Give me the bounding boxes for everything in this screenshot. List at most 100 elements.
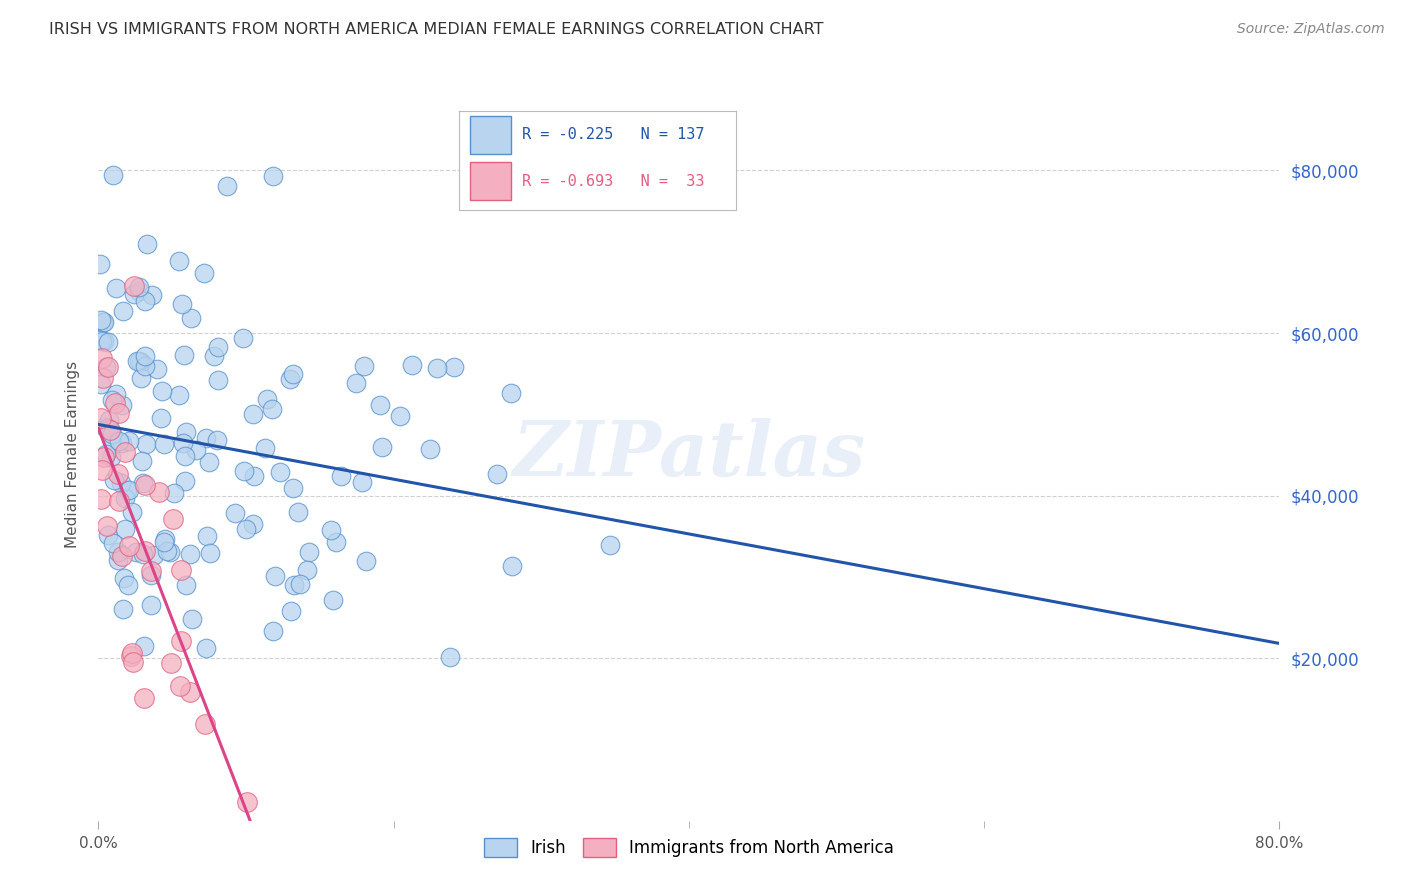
- Point: [167, 387, 190, 401]
- Point: [426, 360, 449, 375]
- Point: [93, 315, 115, 329]
- Point: [283, 578, 305, 592]
- Point: [283, 368, 305, 382]
- Point: [108, 494, 131, 508]
- Point: [139, 564, 162, 578]
- Point: [344, 376, 367, 391]
- Point: [139, 567, 162, 582]
- Point: [354, 554, 377, 568]
- Point: [105, 280, 128, 294]
- Point: [128, 280, 150, 294]
- Point: [90, 377, 112, 392]
- Point: [139, 599, 162, 613]
- Point: [269, 465, 291, 479]
- Point: [97, 335, 120, 350]
- Point: [117, 540, 139, 554]
- Point: [96, 359, 118, 374]
- Point: [195, 431, 218, 445]
- Point: [112, 571, 135, 585]
- Point: [353, 359, 375, 374]
- Point: [98, 423, 121, 437]
- Point: [131, 454, 153, 468]
- Point: [325, 535, 347, 549]
- Point: [89, 333, 111, 347]
- Point: [388, 409, 411, 423]
- Point: [96, 519, 118, 533]
- Point: [295, 564, 318, 578]
- Point: [224, 506, 246, 520]
- Point: [235, 522, 257, 536]
- Point: [103, 473, 125, 487]
- Text: IRISH VS IMMIGRANTS FROM NORTH AMERICA MEDIAN FEMALE EARNINGS CORRELATION CHART: IRISH VS IMMIGRANTS FROM NORTH AMERICA M…: [49, 22, 824, 37]
- Point: [93, 450, 115, 464]
- Point: [135, 436, 157, 450]
- Point: [263, 568, 285, 582]
- Point: [100, 450, 122, 465]
- Point: [280, 604, 302, 618]
- Point: [172, 297, 194, 311]
- Point: [198, 546, 221, 560]
- Point: [120, 648, 142, 663]
- Point: [111, 436, 134, 450]
- Point: [278, 372, 301, 386]
- Point: [131, 371, 153, 385]
- Point: [153, 535, 176, 549]
- Point: [134, 690, 156, 705]
- Point: [156, 544, 179, 558]
- Point: [103, 536, 125, 550]
- Point: [97, 528, 120, 542]
- Point: [148, 485, 170, 500]
- Point: [499, 385, 522, 400]
- Point: [108, 406, 131, 420]
- Point: [131, 476, 153, 491]
- Point: [287, 505, 309, 519]
- Point: [205, 433, 228, 447]
- Point: [125, 544, 148, 558]
- Point: [134, 359, 156, 373]
- Point: [174, 578, 197, 592]
- Point: [180, 612, 202, 626]
- Point: [242, 408, 264, 422]
- Point: [322, 593, 344, 607]
- Point: [96, 447, 118, 461]
- Point: [350, 475, 373, 490]
- Point: [485, 467, 508, 481]
- Point: [91, 315, 114, 329]
- Point: [90, 491, 112, 506]
- Point: [128, 353, 150, 368]
- Point: [105, 387, 128, 401]
- Point: [195, 641, 218, 656]
- Point: [104, 395, 127, 409]
- Point: [101, 393, 124, 408]
- Point: [207, 341, 229, 355]
- Point: [298, 544, 321, 558]
- Point: [129, 355, 152, 369]
- Point: [118, 483, 141, 497]
- Point: [115, 483, 138, 498]
- Point: [90, 351, 112, 365]
- Point: [114, 445, 136, 459]
- Point: [122, 655, 145, 669]
- Point: [90, 411, 112, 425]
- Point: [91, 334, 114, 348]
- Point: [179, 685, 201, 699]
- Point: [101, 427, 124, 442]
- Point: [162, 512, 184, 526]
- Legend: Irish, Immigrants from North America: Irish, Immigrants from North America: [477, 831, 901, 863]
- Point: [111, 303, 134, 318]
- Point: [163, 486, 186, 500]
- Point: [134, 478, 156, 492]
- Point: [368, 398, 391, 412]
- Text: ZIPatlas: ZIPatlas: [512, 418, 866, 491]
- Text: Source: ZipAtlas.com: Source: ZipAtlas.com: [1237, 22, 1385, 37]
- Point: [107, 467, 129, 481]
- Point: [173, 348, 195, 362]
- Point: [108, 434, 131, 448]
- Point: [288, 577, 311, 591]
- Point: [207, 373, 229, 387]
- Point: [114, 522, 136, 536]
- Point: [89, 257, 111, 271]
- Point: [179, 547, 201, 561]
- Point: [174, 474, 197, 488]
- Point: [132, 639, 155, 653]
